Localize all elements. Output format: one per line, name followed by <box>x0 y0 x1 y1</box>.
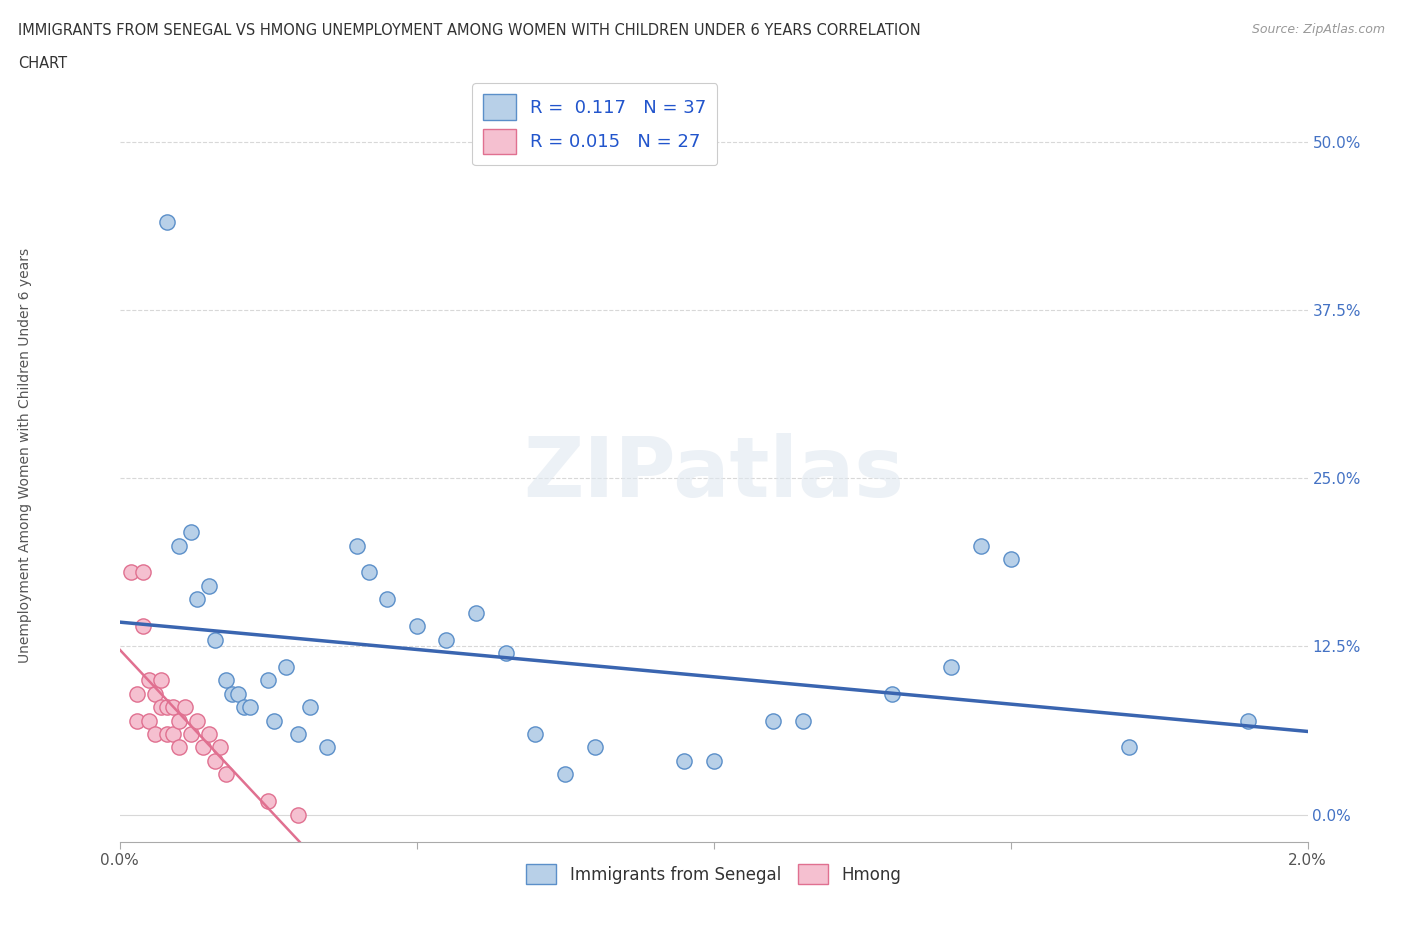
Point <box>434 632 457 647</box>
Point <box>127 686 149 701</box>
Point <box>173 699 195 714</box>
Text: Unemployment Among Women with Children Under 6 years: Unemployment Among Women with Children U… <box>18 248 32 663</box>
Legend: Immigrants from Senegal, Hmong: Immigrants from Senegal, Hmong <box>520 857 907 891</box>
Point <box>583 740 606 755</box>
Point <box>464 605 488 620</box>
Text: ZIPatlas: ZIPatlas <box>523 432 904 514</box>
Point <box>186 713 208 728</box>
Point <box>792 713 814 728</box>
Point <box>257 794 280 809</box>
Point <box>215 672 238 687</box>
Point <box>762 713 785 728</box>
Point <box>143 726 166 741</box>
Point <box>357 565 380 580</box>
Text: Source: ZipAtlas.com: Source: ZipAtlas.com <box>1251 23 1385 36</box>
Point <box>120 565 142 580</box>
Point <box>180 525 202 539</box>
Text: CHART: CHART <box>18 56 67 71</box>
Point <box>1000 551 1022 566</box>
Point <box>150 699 173 714</box>
Point <box>970 538 993 553</box>
Point <box>132 565 155 580</box>
Point <box>221 686 243 701</box>
Point <box>287 807 309 822</box>
Point <box>156 699 179 714</box>
Point <box>524 726 547 741</box>
Point <box>405 618 427 633</box>
Point <box>346 538 368 553</box>
Point <box>702 753 725 768</box>
Point <box>375 591 398 606</box>
Point <box>1118 740 1140 755</box>
Point <box>167 538 190 553</box>
Point <box>215 767 238 782</box>
Point <box>554 767 576 782</box>
Point <box>233 699 256 714</box>
Point <box>162 726 184 741</box>
Point <box>298 699 321 714</box>
Point <box>274 659 297 674</box>
Point <box>143 686 166 701</box>
Point <box>209 740 232 755</box>
Point <box>127 713 149 728</box>
Point <box>180 726 202 741</box>
Point <box>150 672 173 687</box>
Point <box>197 726 219 741</box>
Point <box>191 740 214 755</box>
Point <box>162 699 184 714</box>
Point <box>939 659 962 674</box>
Point <box>672 753 695 768</box>
Point <box>156 726 179 741</box>
Point <box>316 740 339 755</box>
Point <box>239 699 262 714</box>
Point <box>132 618 155 633</box>
Point <box>228 686 250 701</box>
Point <box>257 672 280 687</box>
Point <box>1237 713 1260 728</box>
Point <box>138 672 160 687</box>
Text: IMMIGRANTS FROM SENEGAL VS HMONG UNEMPLOYMENT AMONG WOMEN WITH CHILDREN UNDER 6 : IMMIGRANTS FROM SENEGAL VS HMONG UNEMPLO… <box>18 23 921 38</box>
Point <box>186 591 208 606</box>
Point <box>204 632 226 647</box>
Point <box>197 578 219 593</box>
Point <box>156 215 179 230</box>
Point <box>880 686 903 701</box>
Point <box>287 726 309 741</box>
Point <box>138 713 160 728</box>
Point <box>167 713 190 728</box>
Point <box>204 753 226 768</box>
Point <box>263 713 285 728</box>
Point <box>495 645 517 660</box>
Point <box>167 740 190 755</box>
